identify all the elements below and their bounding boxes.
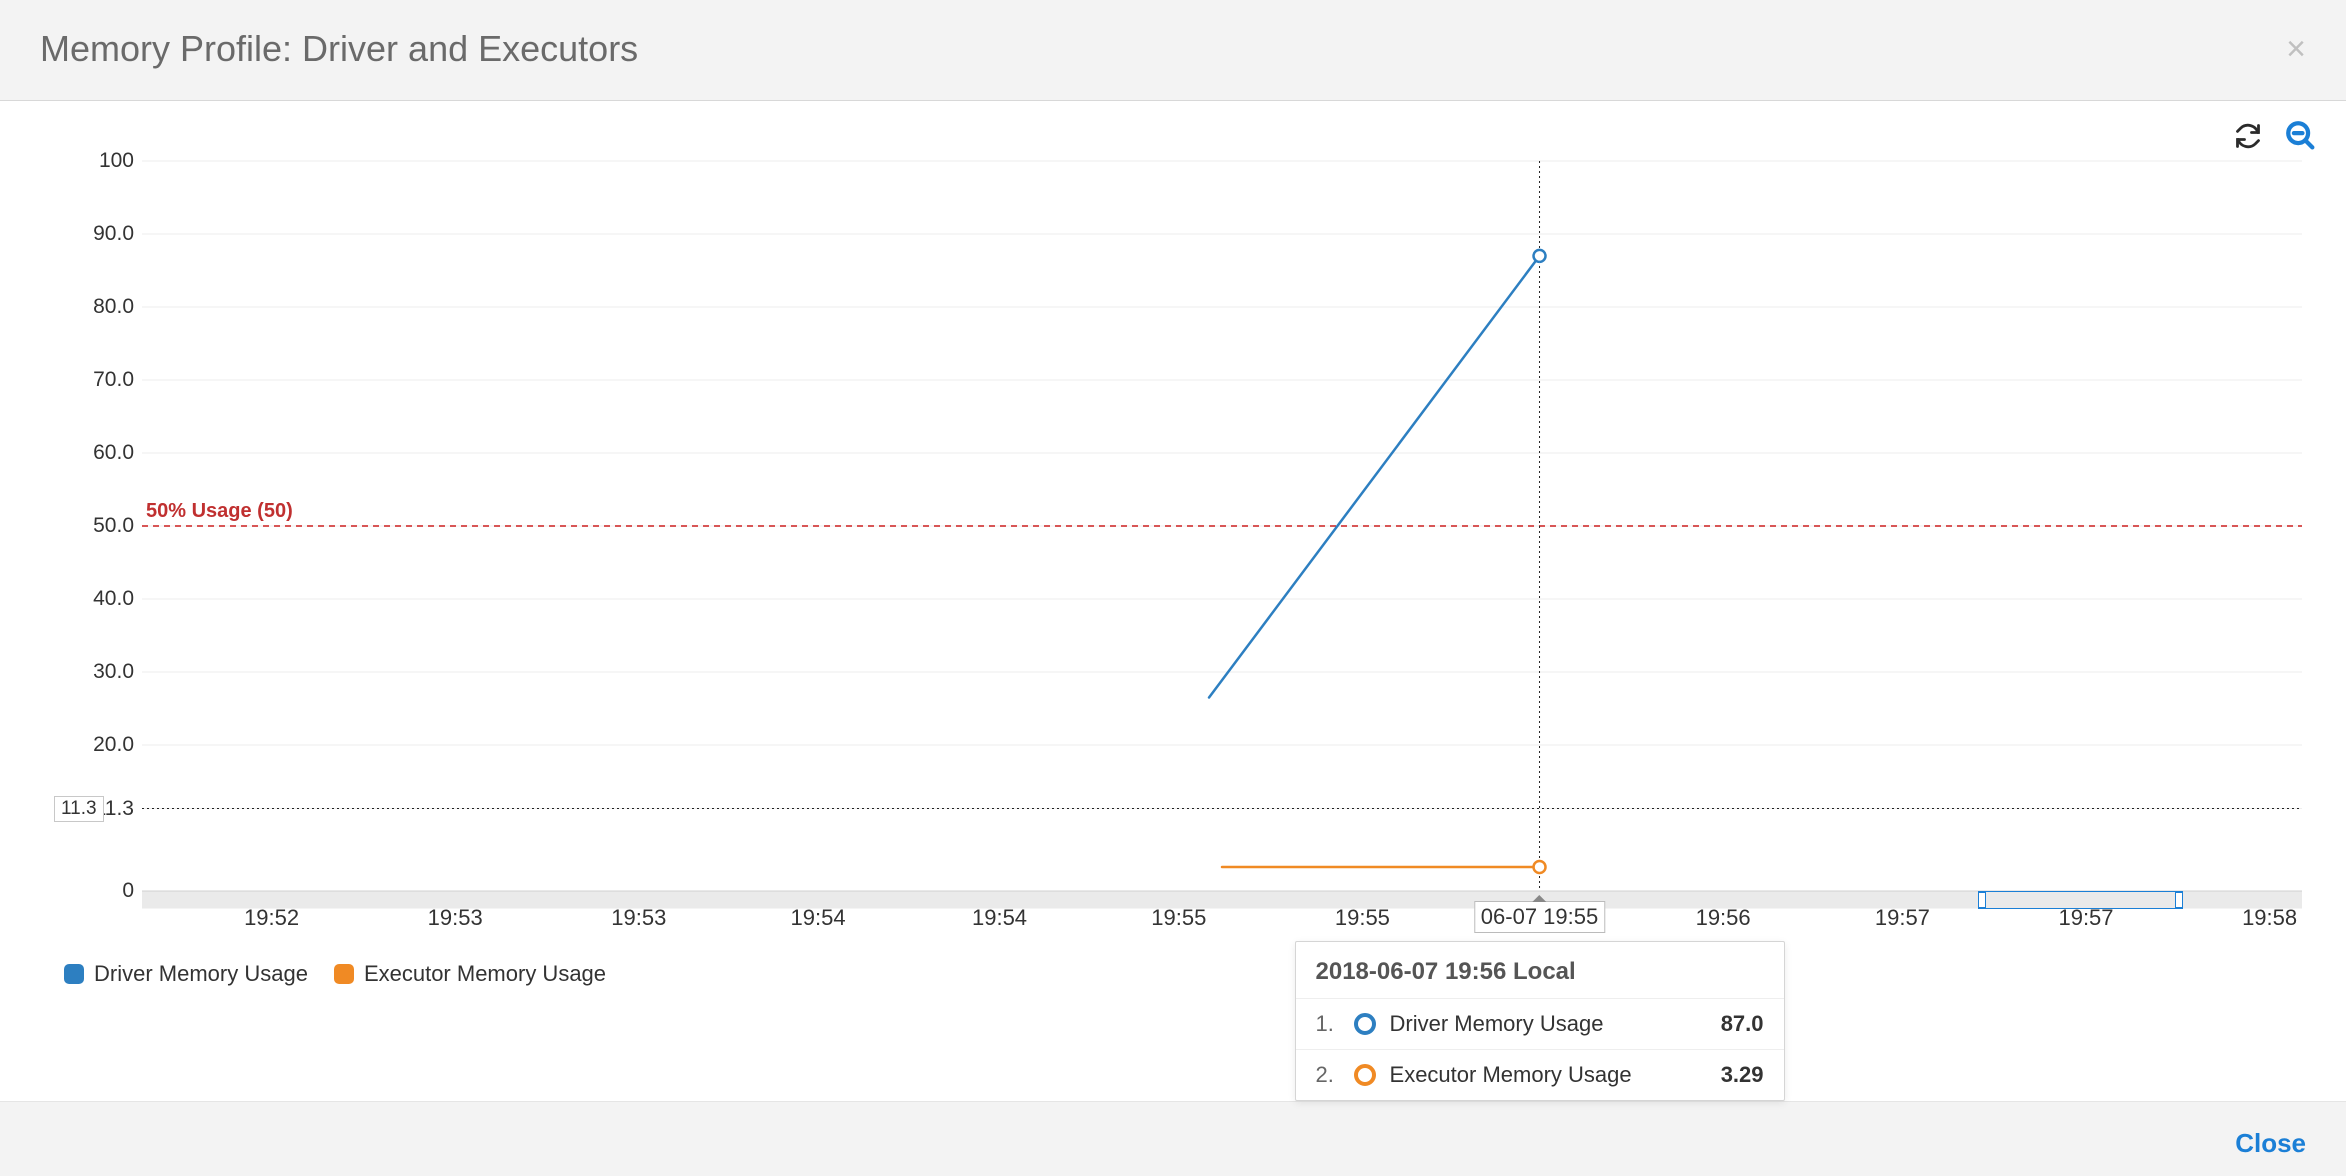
x-axis-tick: 19:58 (2242, 905, 2297, 931)
modal-title: Memory Profile: Driver and Executors (40, 28, 638, 70)
y-axis-tick: 80.0 (93, 295, 134, 319)
y-axis-tick: 90.0 (93, 222, 134, 246)
y-axis-tick: 70.0 (93, 368, 134, 392)
legend-label: Driver Memory Usage (94, 961, 308, 987)
tooltip-title: 2018-06-07 19:56 Local (1296, 942, 1784, 998)
y-axis-tick: 30.0 (93, 660, 134, 684)
close-button[interactable]: Close (2235, 1128, 2306, 1159)
x-axis-tick: 06-07 19:55 (1474, 901, 1605, 933)
legend-swatch (334, 964, 354, 984)
tooltip-row: 2. Executor Memory Usage 3.29 (1296, 1049, 1784, 1100)
tooltip-value: 87.0 (1721, 1011, 1764, 1037)
tooltip-series-label: Driver Memory Usage (1390, 1011, 1707, 1037)
x-axis-tick: 19:52 (244, 905, 299, 931)
tooltip-series-label: Executor Memory Usage (1390, 1062, 1707, 1088)
memory-profile-modal: Memory Profile: Driver and Executors × (0, 0, 2346, 1176)
y-axis-tick: 50.0 (93, 514, 134, 538)
y-axis-tick: 100 (99, 149, 134, 173)
legend-item[interactable]: Driver Memory Usage (64, 961, 308, 987)
legend-item[interactable]: Executor Memory Usage (334, 961, 606, 987)
chart-canvas (24, 131, 2314, 931)
hover-y-badge: 11.3 (54, 796, 104, 822)
y-axis-tick: 60.0 (93, 441, 134, 465)
close-icon[interactable]: × (2286, 32, 2306, 66)
range-handle-right[interactable] (2175, 892, 2183, 908)
tooltip-index: 2. (1316, 1062, 1340, 1088)
modal-body: 0 11.3 20.0 30.0 40.0 50.0 60.0 70.0 80.0 90.0 100… (0, 101, 2346, 1102)
range-selector[interactable] (1978, 891, 2183, 909)
y-axis-tick: 40.0 (93, 587, 134, 611)
threshold-label: 50% Usage (50) (146, 500, 293, 523)
tooltip-index: 1. (1316, 1011, 1340, 1037)
x-axis-tick: 19:53 (428, 905, 483, 931)
x-axis-tick: 19:53 (611, 905, 666, 931)
tooltip-value: 3.29 (1721, 1062, 1764, 1088)
chart-tooltip: 2018-06-07 19:56 Local 1. Driver Memory Us… (1295, 941, 1785, 1101)
x-axis-tick: 19:54 (972, 905, 1027, 931)
series-marker-icon (1354, 1013, 1376, 1035)
x-axis-tick: 19:55 (1151, 905, 1206, 931)
series-marker-icon (1354, 1064, 1376, 1086)
memory-chart[interactable]: 0 11.3 20.0 30.0 40.0 50.0 60.0 70.0 80.0 90.0 100… (24, 131, 2314, 1091)
y-axis-tick: 20.0 (93, 733, 134, 757)
modal-header: Memory Profile: Driver and Executors × (0, 0, 2346, 101)
x-axis-tick: 19:54 (791, 905, 846, 931)
modal-footer: Close (0, 1102, 2346, 1176)
chart-legend: Driver Memory Usage Executor Memory Usage (64, 961, 606, 987)
y-axis-tick: 0 (122, 879, 134, 903)
x-axis-tick: 19:57 (1875, 905, 1930, 931)
x-axis-tick: 19:55 (1335, 905, 1390, 931)
x-axis-tick: 19:56 (1696, 905, 1751, 931)
legend-label: Executor Memory Usage (364, 961, 606, 987)
range-handle-left[interactable] (1978, 892, 1986, 908)
tooltip-row: 1. Driver Memory Usage 87.0 (1296, 998, 1784, 1049)
legend-swatch (64, 964, 84, 984)
